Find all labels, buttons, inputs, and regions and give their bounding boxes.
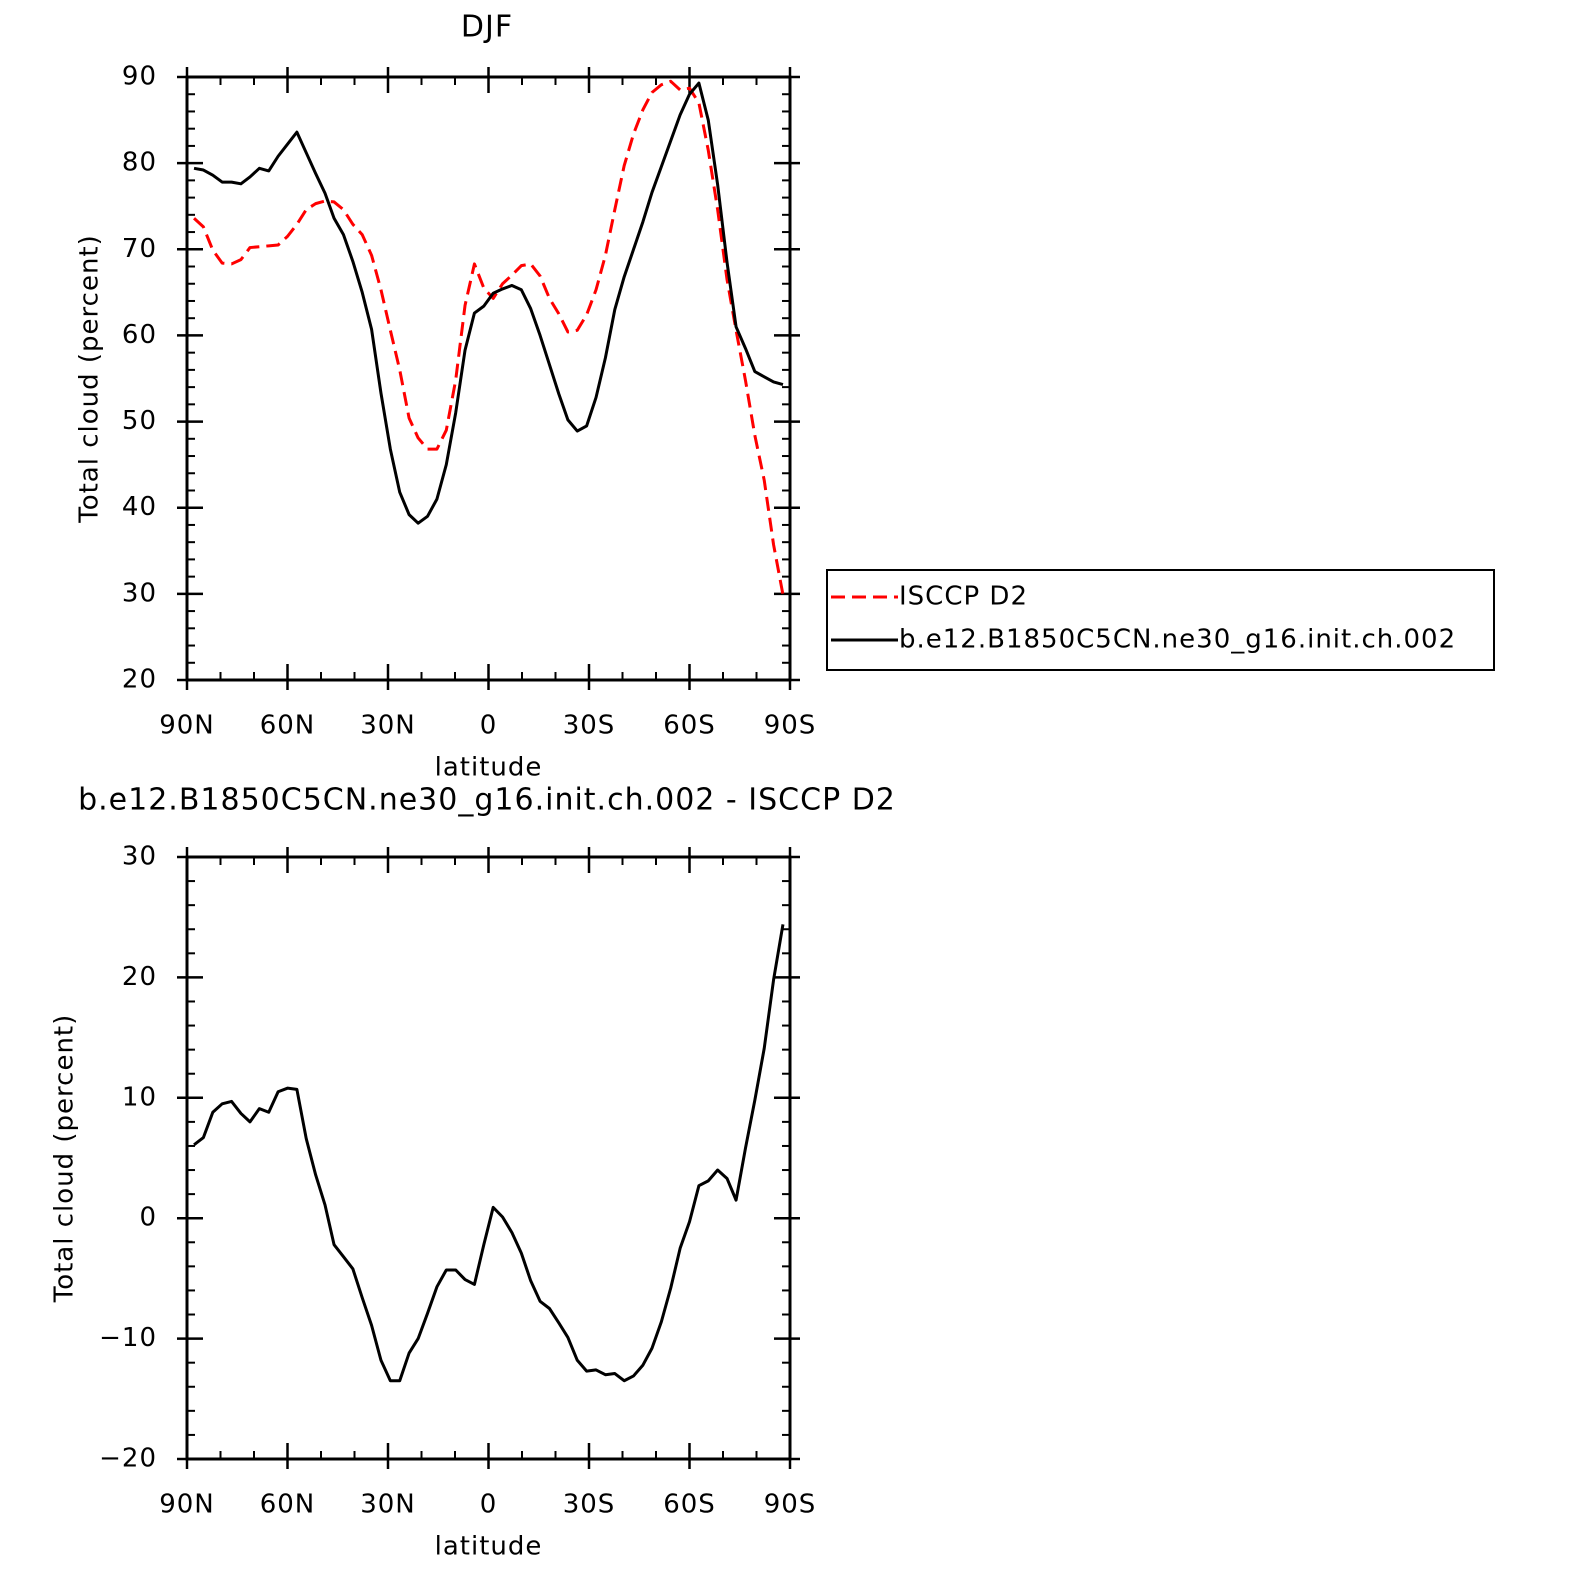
- x-tick-label: 30S: [563, 1490, 616, 1520]
- x-tick-label: 60N: [260, 1490, 316, 1520]
- x-tick-label: 60N: [260, 711, 316, 741]
- plot-frame: [185, 75, 792, 682]
- x-tick-label: 60S: [663, 711, 716, 741]
- x-tick-label: 90S: [764, 711, 817, 741]
- x-tick-label: 90N: [159, 711, 215, 741]
- x-tick-label: 60S: [663, 1490, 716, 1520]
- y-tick-label: 30: [122, 578, 157, 608]
- y-axis-label: Total cloud (percent): [50, 1014, 80, 1304]
- y-tick-label: 20: [122, 665, 157, 695]
- legend-label: b.e12.B1850C5CN.ne30_g16.init.ch.002: [899, 625, 1456, 655]
- y-tick-label: 30: [122, 842, 157, 872]
- y-tick-label: 60: [122, 320, 157, 350]
- legend-label: ISCCP D2: [899, 582, 1028, 612]
- y-tick-label: 50: [122, 406, 157, 436]
- y-tick-label: 40: [122, 492, 157, 522]
- plot-frame: [185, 855, 792, 1461]
- x-tick-label: 30N: [360, 711, 416, 741]
- y-tick-label: 70: [122, 234, 157, 264]
- y-tick-label: 80: [122, 148, 157, 178]
- data-line: [193, 79, 785, 595]
- data-line: [193, 924, 785, 1383]
- y-axis-label: Total cloud (percent): [75, 234, 105, 524]
- x-tick-label: 0: [480, 1490, 498, 1520]
- chart-title: b.e12.B1850C5CN.ne30_g16.init.ch.002 - I…: [78, 783, 896, 818]
- data-line: [193, 81, 784, 525]
- x-axis-label: latitude: [435, 1532, 543, 1562]
- y-tick-label: −20: [99, 1444, 157, 1474]
- x-tick-label: 30S: [563, 711, 616, 741]
- y-tick-label: −10: [99, 1323, 157, 1353]
- chart-title: DJF: [461, 10, 513, 45]
- legend-box: [826, 569, 1495, 671]
- x-tick-label: 0: [480, 711, 498, 741]
- x-tick-label: 90S: [764, 1490, 817, 1520]
- x-tick-label: 30N: [360, 1490, 416, 1520]
- y-tick-label: 20: [122, 962, 157, 992]
- y-tick-label: 90: [122, 62, 157, 92]
- x-axis-label: latitude: [435, 753, 543, 783]
- x-tick-label: 90N: [159, 1490, 215, 1520]
- y-tick-label: 0: [139, 1203, 157, 1233]
- y-tick-label: 10: [122, 1082, 157, 1112]
